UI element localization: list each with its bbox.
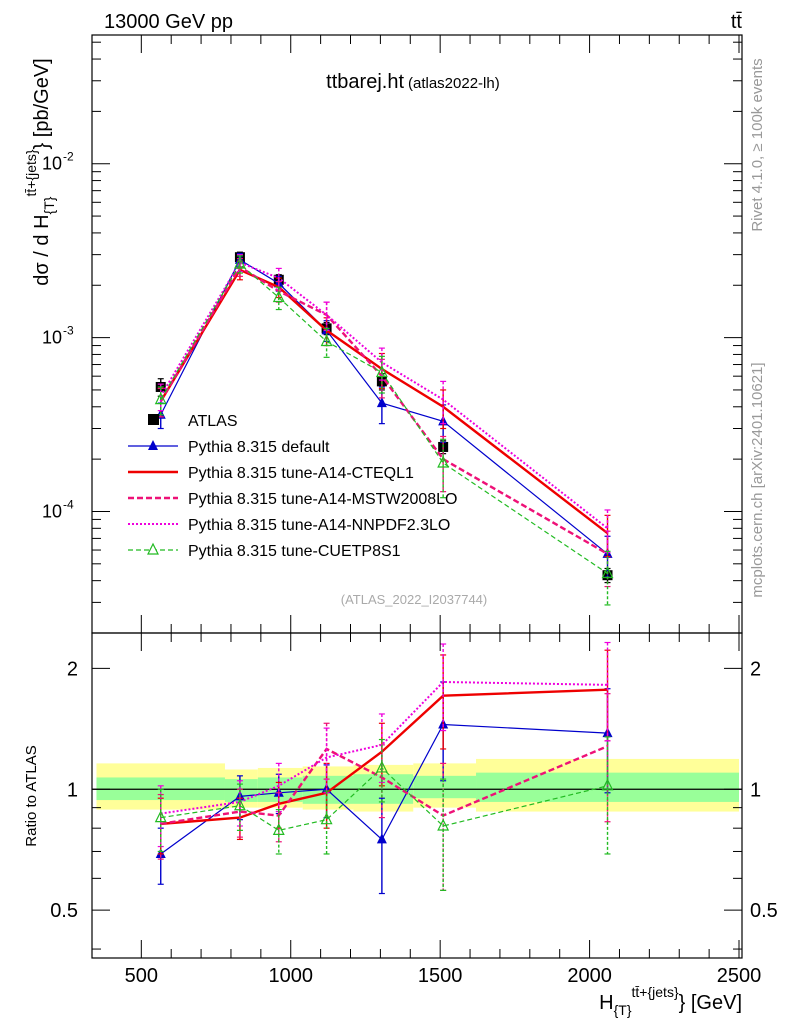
ratio-y-tick-label: 1 [67,779,78,801]
y-axis-title-part-1: dσ / d H [31,214,53,285]
y-axis-title: dσ / d H{T}tt̄+{jets}} [pb/GeV] [23,58,57,285]
analysis-id: (ATLAS_2022_I2037744) [341,592,487,607]
y-tick-label-exponent: -2 [63,150,74,164]
ratio-panel: 0.5 0.51 12 2500 1000 1500 2000 2500 [50,632,778,987]
plot-title: ttbarej.ht [326,71,404,93]
legend-marker-default [148,440,158,450]
legend-label-atlas: ATLAS [188,413,238,430]
legend-label-nnpdf: Pythia 8.315 tune-A14-NNPDF2.3LO [188,517,450,534]
marker-cuetp8s1 [154,392,167,405]
mcplots-credit: mcplots.cern.ch [arXiv:2401.10621] [749,362,766,597]
y-tick-label: 10 [42,501,62,521]
legend-marker-cuetp8s1 [147,542,159,555]
y-tick-label-exponent: -3 [63,324,74,338]
line-mstw [159,265,609,555]
ratio-frame [91,632,743,959]
legend-label-mstw: Pythia 8.315 tune-A14-MSTW2008LO [188,491,457,508]
series-cteql1 [157,260,611,558]
legend-marker-atlas [148,414,159,425]
x-tick-label: 500 [125,965,158,987]
x-tick-label: 1500 [418,965,463,987]
energy-label: 13000 GeV pp [104,11,233,33]
x-tick-label: 2000 [567,965,612,987]
marker-default [376,397,387,408]
ratio-y-tick-label-right: 2 [750,658,761,680]
y-axis-title-sub: {T} [41,196,57,214]
marker-cuetp8s1 [233,256,246,269]
main-ticks [92,35,742,634]
ratio-marker-cuetp8s1 [272,823,285,835]
process-label: tt̄ [731,11,743,33]
ratio-marker-cuetp8s1 [320,812,333,825]
ratio-marker-cuetp8s1 [154,810,167,823]
marker-cuetp8s1 [272,290,285,303]
x-tick-label: 2500 [717,965,762,987]
y-tick-label: 10 [42,328,62,348]
ratio-series-cuetp8s1 [154,736,614,891]
x-axis-title-sup: tt̄+{jets} [632,984,679,1000]
ratio-marker-cuetp8s1 [601,778,614,791]
ratio-line-cuetp8s1 [160,767,608,832]
ratio-series-cteql1 [157,649,611,855]
ratio-marker-cuetp8s1 [375,760,388,773]
y-axis-title-part-2: } [pb/GeV] [31,58,53,149]
ratio-y-tick-label-right: 0.5 [750,900,778,922]
legend-label-cuetp8s1: Pythia 8.315 tune-CUETP8S1 [188,543,401,560]
y-axis-title-sup: tt̄+{jets} [23,149,39,196]
y-tick-label-exponent: -4 [63,497,74,511]
ratio-marker-cuetp8s1 [233,798,246,811]
marker-cuetp8s1 [320,334,333,347]
x-axis-title-part-2: } [GeV] [679,992,742,1014]
rivet-version: Rivet 4.1.0, ≥ 100k events [749,58,766,231]
ratio-marker-cuetp8s1 [437,818,450,831]
marker-cuetp8s1 [375,365,388,378]
line-nnpdf [159,261,609,530]
band-inner [413,775,477,799]
legend: ATLAS Pythia 8.315 default Pythia 8.315 tu… [128,413,457,560]
ratio-marker-default [376,833,387,844]
marker-cuetp8s1 [437,455,450,468]
x-tick-label: 1000 [268,965,313,987]
ratio-y-tick-label: 2 [67,658,78,680]
series-cuetp8s1 [154,255,614,606]
band-inner [224,779,258,802]
ratio-y-axis-title: Ratio to ATLAS [23,745,40,846]
plot-subtitle: (atlas2022-lh) [408,75,500,92]
x-axis-title: H{T}tt̄+{jets}} [GeV] [599,984,742,1018]
ratio-y-tick-label-right: 1 [750,779,761,801]
ratio-y-tick-label: 0.5 [50,900,78,922]
x-axis-title-sub: {T} [614,1002,632,1018]
legend-label-cteql1: Pythia 8.315 tune-A14-CTEQL1 [188,465,414,482]
x-axis-title-part-1: H [599,992,613,1014]
line-cuetp8s1 [160,263,608,574]
marker-cuetp8s1 [601,566,614,579]
ratio-ticks [92,633,742,958]
y-tick-label: 10 [42,154,62,174]
legend-label-default: Pythia 8.315 default [188,439,330,456]
